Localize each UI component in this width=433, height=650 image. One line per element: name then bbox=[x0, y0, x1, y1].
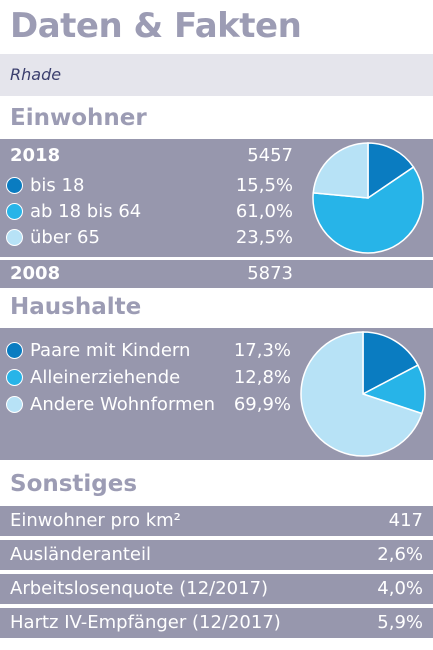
sonstiges-label: Hartz IV-Empfänger (12/2017) bbox=[10, 612, 281, 633]
page-title: Daten & Fakten bbox=[10, 6, 302, 46]
einwohner-value: 23,5% bbox=[235, 227, 293, 248]
sonstiges-row: Hartz IV-Empfänger (12/2017) 5,9% bbox=[0, 608, 433, 638]
sonstiges-value: 5,9% bbox=[377, 612, 423, 633]
dot-icon bbox=[6, 177, 23, 194]
einwohner-panel: 2018 5457 bis 18 15,5% ab 18 bis 64 61,0… bbox=[0, 139, 433, 257]
einwohner-label: über 65 bbox=[30, 227, 100, 248]
haushalte-value: 69,9% bbox=[233, 394, 291, 415]
dot-icon bbox=[6, 342, 23, 359]
einwohner-value: 61,0% bbox=[235, 201, 293, 222]
haushalte-value: 17,3% bbox=[233, 340, 291, 361]
dot-icon bbox=[6, 229, 23, 246]
dot-icon bbox=[6, 369, 23, 386]
einwohner-past-panel: 2008 5873 bbox=[0, 260, 433, 288]
haushalte-label: Andere Wohnformen bbox=[30, 394, 216, 415]
sonstiges-label: Arbeitslosenquote (12/2017) bbox=[10, 578, 269, 599]
einwohner-row-0: bis 18 15,5% bbox=[0, 173, 433, 199]
haushalte-label: Alleinerziehende bbox=[30, 367, 181, 388]
haushalte-heading: Haushalte bbox=[10, 294, 142, 320]
sonstiges-heading: Sonstiges bbox=[10, 471, 138, 497]
einwohner-value: 15,5% bbox=[235, 175, 293, 196]
einwohner-row-1: ab 18 bis 64 61,0% bbox=[0, 199, 433, 225]
einwohner-row-2: über 65 23,5% bbox=[0, 225, 433, 251]
sonstiges-label: Ausländeranteil bbox=[10, 544, 152, 565]
einwohner-year-current: 2018 bbox=[10, 145, 61, 166]
sonstiges-label: Einwohner pro km² bbox=[10, 510, 181, 531]
place-name: Rhade bbox=[10, 65, 62, 84]
dot-icon bbox=[6, 203, 23, 220]
einwohner-year-past: 2008 bbox=[10, 263, 61, 284]
haushalte-row-1: Alleinerziehende 12,8% bbox=[0, 365, 433, 391]
haushalte-value: 12,8% bbox=[233, 367, 291, 388]
einwohner-heading: Einwohner bbox=[10, 105, 147, 131]
haushalte-pie-chart bbox=[300, 331, 426, 457]
pie-slice-andere-wohnformen bbox=[300, 331, 423, 457]
pie-slice-bis-18 bbox=[367, 142, 415, 200]
haushalte-row-0: Paare mit Kindern 17,3% bbox=[0, 338, 433, 364]
pie-slice-paare-mit-kindern bbox=[362, 331, 419, 396]
sonstiges-row: Ausländeranteil 2,6% bbox=[0, 540, 433, 570]
einwohner-pie-chart bbox=[312, 142, 424, 254]
sonstiges-value: 4,0% bbox=[377, 578, 423, 599]
einwohner-value-current: 5457 bbox=[247, 145, 293, 166]
haushalte-label: Paare mit Kindern bbox=[30, 340, 191, 361]
haushalte-panel: Paare mit Kindern 17,3% Alleinerziehende… bbox=[0, 328, 433, 460]
place-bar: Rhade bbox=[0, 54, 433, 96]
einwohner-label: bis 18 bbox=[30, 175, 85, 196]
sonstiges-row: Arbeitslosenquote (12/2017) 4,0% bbox=[0, 574, 433, 604]
einwohner-value-past: 5873 bbox=[247, 263, 293, 284]
einwohner-label: ab 18 bis 64 bbox=[30, 201, 142, 222]
sonstiges-value: 2,6% bbox=[377, 544, 423, 565]
haushalte-row-2: Andere Wohnformen 69,9% bbox=[0, 392, 433, 418]
pie-slice-ueber-65 bbox=[312, 142, 369, 199]
sonstiges-value: 417 bbox=[388, 510, 423, 531]
dot-icon bbox=[6, 396, 23, 413]
sonstiges-row: Einwohner pro km² 417 bbox=[0, 506, 433, 536]
pie-slice-18-bis-64 bbox=[312, 166, 424, 254]
